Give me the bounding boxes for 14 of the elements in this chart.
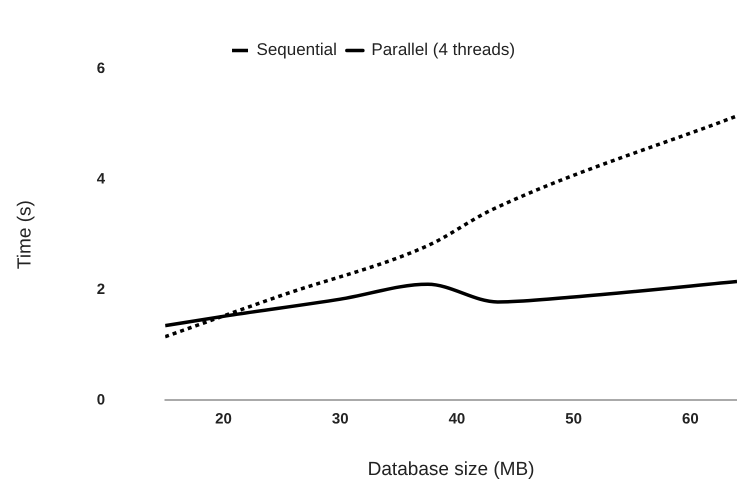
x-tick-label: 50 <box>565 410 582 428</box>
y-tick-label: 4 <box>96 170 106 188</box>
x-tick-label: 30 <box>332 410 349 428</box>
y-tick-label: 6 <box>96 60 106 78</box>
legend-label: Parallel (4 threads) <box>371 40 515 60</box>
y-tick-label: 0 <box>96 391 106 408</box>
x-tick-label: 40 <box>448 410 466 428</box>
x-tick-label: 60 <box>682 410 699 428</box>
y-tick-label: 2 <box>96 280 106 298</box>
x-tick-label: 20 <box>215 410 232 428</box>
x-axis-title: Database size (MB) <box>368 458 534 480</box>
legend-label: Sequential <box>256 40 337 60</box>
line-series <box>165 114 737 338</box>
y-axis-title: Time (s) <box>14 200 36 270</box>
